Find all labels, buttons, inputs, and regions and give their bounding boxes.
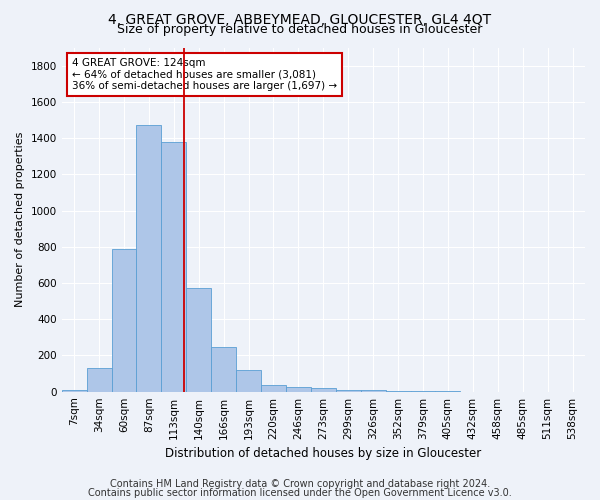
- Bar: [136, 126, 161, 392]
- Text: Contains HM Land Registry data © Crown copyright and database right 2024.: Contains HM Land Registry data © Crown c…: [110, 479, 490, 489]
- Text: Contains public sector information licensed under the Open Government Licence v3: Contains public sector information licen…: [88, 488, 512, 498]
- Bar: [161, 142, 186, 392]
- Bar: [112, 248, 136, 392]
- Bar: [336, 390, 361, 392]
- Y-axis label: Number of detached properties: Number of detached properties: [15, 132, 25, 308]
- Bar: [361, 390, 386, 392]
- Bar: [211, 347, 236, 392]
- Bar: [236, 370, 261, 392]
- Bar: [311, 388, 336, 392]
- Bar: [286, 387, 311, 392]
- Bar: [62, 390, 86, 392]
- X-axis label: Distribution of detached houses by size in Gloucester: Distribution of detached houses by size …: [165, 447, 481, 460]
- Bar: [436, 391, 460, 392]
- Bar: [86, 368, 112, 392]
- Text: Size of property relative to detached houses in Gloucester: Size of property relative to detached ho…: [118, 22, 482, 36]
- Bar: [261, 385, 286, 392]
- Text: 4 GREAT GROVE: 124sqm
← 64% of detached houses are smaller (3,081)
36% of semi-d: 4 GREAT GROVE: 124sqm ← 64% of detached …: [72, 58, 337, 91]
- Text: 4, GREAT GROVE, ABBEYMEAD, GLOUCESTER, GL4 4QT: 4, GREAT GROVE, ABBEYMEAD, GLOUCESTER, G…: [109, 12, 491, 26]
- Bar: [186, 288, 211, 392]
